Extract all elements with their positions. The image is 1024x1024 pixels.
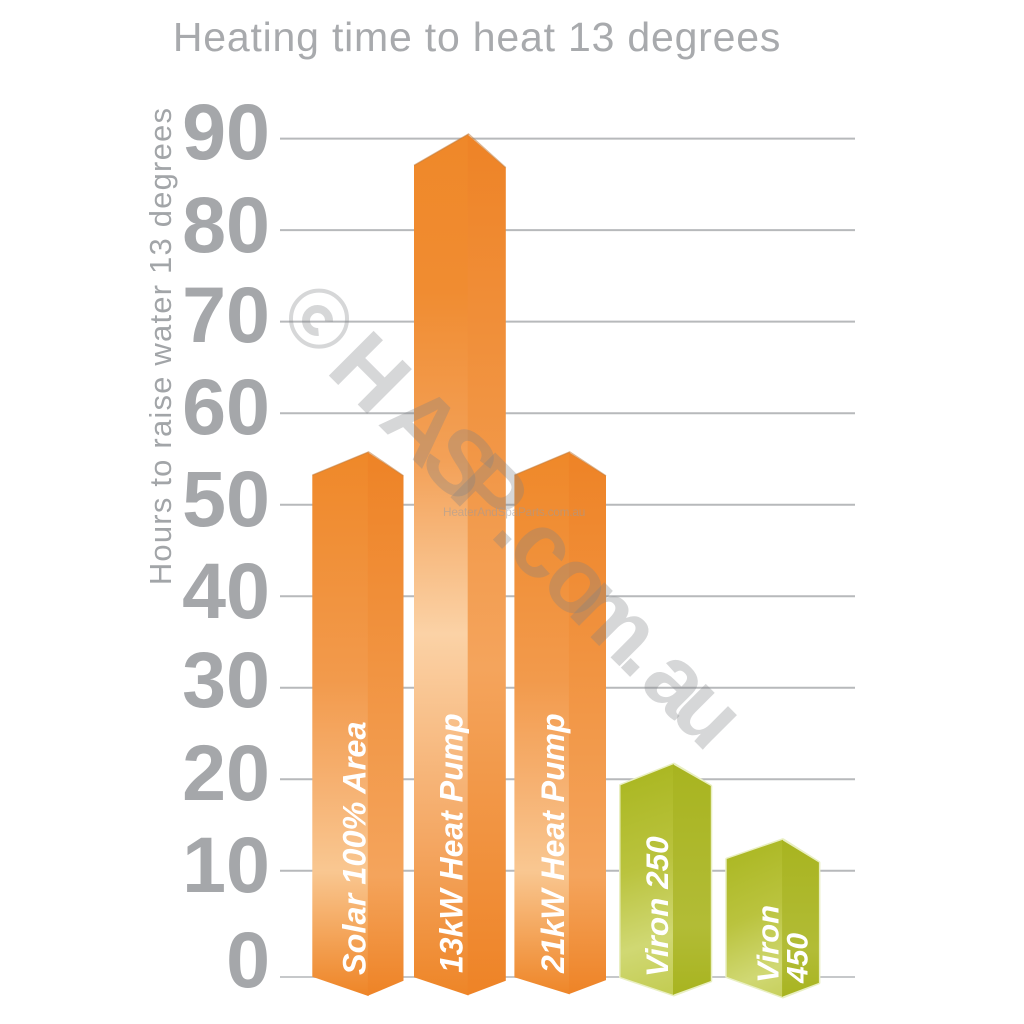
svg-text:90: 90: [182, 87, 270, 176]
svg-text:HeaterAndSpaParts.com.au: HeaterAndSpaParts.com.au: [443, 505, 585, 519]
svg-text:Viron: Viron: [751, 905, 786, 983]
svg-text:50: 50: [182, 454, 270, 543]
svg-text:Solar 100% Area: Solar 100% Area: [337, 721, 373, 975]
svg-text:Heating time to heat 13 degree: Heating time to heat 13 degrees: [173, 14, 781, 60]
svg-text:60: 60: [182, 362, 270, 451]
svg-text:450: 450: [782, 933, 815, 984]
svg-text:40: 40: [182, 546, 270, 635]
svg-text:13kW Heat Pump: 13kW Heat Pump: [434, 713, 470, 973]
svg-text:80: 80: [182, 180, 270, 269]
svg-text:10: 10: [182, 820, 270, 909]
svg-text:70: 70: [182, 270, 270, 359]
svg-text:30: 30: [182, 635, 270, 724]
svg-text:20: 20: [182, 728, 270, 817]
svg-text:Viron 250: Viron 250: [639, 836, 675, 977]
svg-text:21kW Heat Pump: 21kW Heat Pump: [535, 713, 571, 974]
svg-text:0: 0: [226, 915, 270, 1004]
svg-text:Hours to raise water 13 degree: Hours to raise water 13 degrees: [143, 107, 178, 585]
